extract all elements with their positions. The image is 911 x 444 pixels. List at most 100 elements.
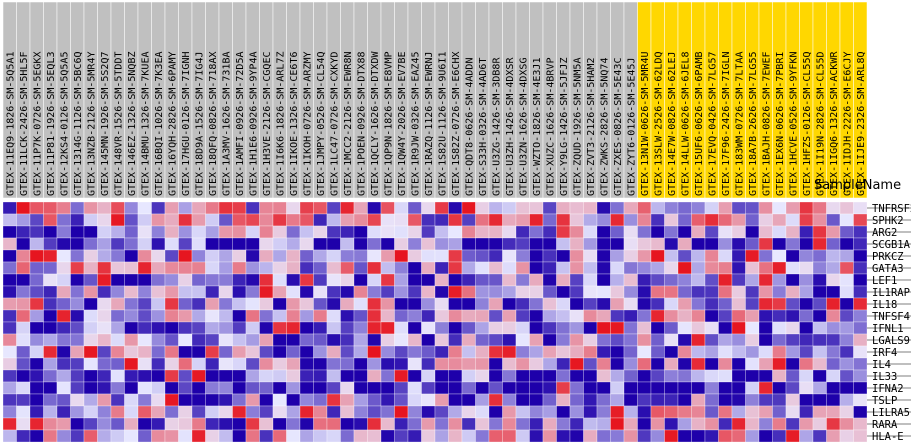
heatmap-cell <box>110 357 125 371</box>
heatmap-cell <box>245 309 260 323</box>
heatmap-cell <box>232 345 247 359</box>
heatmap-cell <box>367 201 382 215</box>
heatmap-cell <box>731 369 746 383</box>
heatmap-cell <box>313 381 328 395</box>
heatmap-cell <box>502 201 517 215</box>
heatmap-cell <box>272 237 287 251</box>
heatmap-cell <box>583 393 598 407</box>
heatmap-cell <box>745 237 760 251</box>
heatmap-cell <box>799 201 814 215</box>
heatmap-cell <box>353 237 368 251</box>
heatmap-cell <box>853 261 868 275</box>
heatmap-cell <box>596 225 611 239</box>
heatmap-cell <box>232 429 247 443</box>
heatmap-cell <box>151 357 166 371</box>
heatmap-cell <box>461 225 476 239</box>
heatmap-cell <box>650 381 665 395</box>
heatmap-cell <box>461 405 476 419</box>
heatmap-cell <box>16 285 31 299</box>
heatmap-cell <box>569 381 584 395</box>
heatmap-cell <box>650 405 665 419</box>
heatmap-cell <box>853 321 868 335</box>
heatmap-cell <box>569 321 584 335</box>
heatmap-cell <box>502 429 517 443</box>
heatmap-cell <box>542 405 557 419</box>
heatmap-cell <box>353 381 368 395</box>
heatmap-cell <box>596 201 611 215</box>
heatmap-cell <box>556 345 571 359</box>
heatmap-cell <box>542 249 557 263</box>
heatmap-cell <box>596 297 611 311</box>
heatmap-cell <box>313 285 328 299</box>
heatmap-cell <box>205 369 220 383</box>
heatmap-cell <box>245 381 260 395</box>
heatmap-cell <box>515 201 530 215</box>
heatmap-cell <box>745 345 760 359</box>
heatmap-cell <box>542 273 557 287</box>
heatmap-cell <box>853 237 868 251</box>
heatmap-cell <box>745 225 760 239</box>
heatmap-cell <box>772 405 787 419</box>
heatmap-cell <box>407 357 422 371</box>
heatmap-cell <box>583 405 598 419</box>
heatmap-cell <box>758 357 773 371</box>
column-label: GTEX-1314G-1126-SM-5BC6Q <box>73 52 84 197</box>
heatmap-cell <box>799 225 814 239</box>
heatmap-cell <box>839 357 854 371</box>
heatmap-cell <box>110 345 125 359</box>
heatmap-cell <box>394 225 409 239</box>
heatmap-cell <box>353 201 368 215</box>
heatmap-cell <box>97 333 112 347</box>
heatmap-cell <box>758 405 773 419</box>
heatmap-cell <box>191 393 206 407</box>
heatmap-cell <box>232 333 247 347</box>
heatmap-cell <box>16 417 31 431</box>
heatmap-cell <box>56 297 71 311</box>
heatmap-cell <box>124 273 139 287</box>
heatmap-cell <box>367 405 382 419</box>
row-labels: TNFRSF21SPHK2ARG2SCGB1A1PRKCZGATA3LEF1IL… <box>867 203 911 443</box>
heatmap-cell <box>326 321 341 335</box>
heatmap-cell <box>515 261 530 275</box>
heatmap-cell <box>151 201 166 215</box>
heatmap-cell <box>394 297 409 311</box>
heatmap-cell <box>407 237 422 251</box>
heatmap-cell <box>745 249 760 263</box>
heatmap-cell <box>812 225 827 239</box>
heatmap-cell <box>542 201 557 215</box>
heatmap-cell <box>218 357 233 371</box>
heatmap-cell <box>542 237 557 251</box>
row-label: IL4 <box>872 359 891 371</box>
heatmap-cell <box>394 381 409 395</box>
heatmap-cell <box>556 285 571 299</box>
heatmap-cell <box>826 261 841 275</box>
heatmap-cell <box>839 261 854 275</box>
heatmap-cell <box>353 285 368 299</box>
heatmap-cell <box>313 309 328 323</box>
heatmap-cell <box>218 417 233 431</box>
heatmap-cell <box>110 405 125 419</box>
heatmap-cell <box>853 213 868 227</box>
heatmap-cell <box>839 405 854 419</box>
heatmap-cell <box>70 309 85 323</box>
heatmap-cell <box>610 381 625 395</box>
heatmap-cell <box>367 429 382 443</box>
heatmap-cell <box>461 273 476 287</box>
heatmap-cell <box>299 345 314 359</box>
heatmap-cell <box>718 417 733 431</box>
heatmap-cell <box>704 345 719 359</box>
heatmap-cell <box>353 261 368 275</box>
heatmap-cell <box>515 213 530 227</box>
heatmap-cell <box>16 429 31 443</box>
heatmap-cell <box>515 369 530 383</box>
heatmap-cell <box>637 285 652 299</box>
heatmap-cell <box>785 309 800 323</box>
heatmap-cell <box>637 333 652 347</box>
heatmap-cell <box>583 381 598 395</box>
heatmap-cell <box>286 393 301 407</box>
heatmap-cell <box>785 297 800 311</box>
heatmap-cell <box>353 393 368 407</box>
heatmap-cell <box>758 201 773 215</box>
heatmap-cell <box>772 201 787 215</box>
heatmap-cell <box>610 273 625 287</box>
